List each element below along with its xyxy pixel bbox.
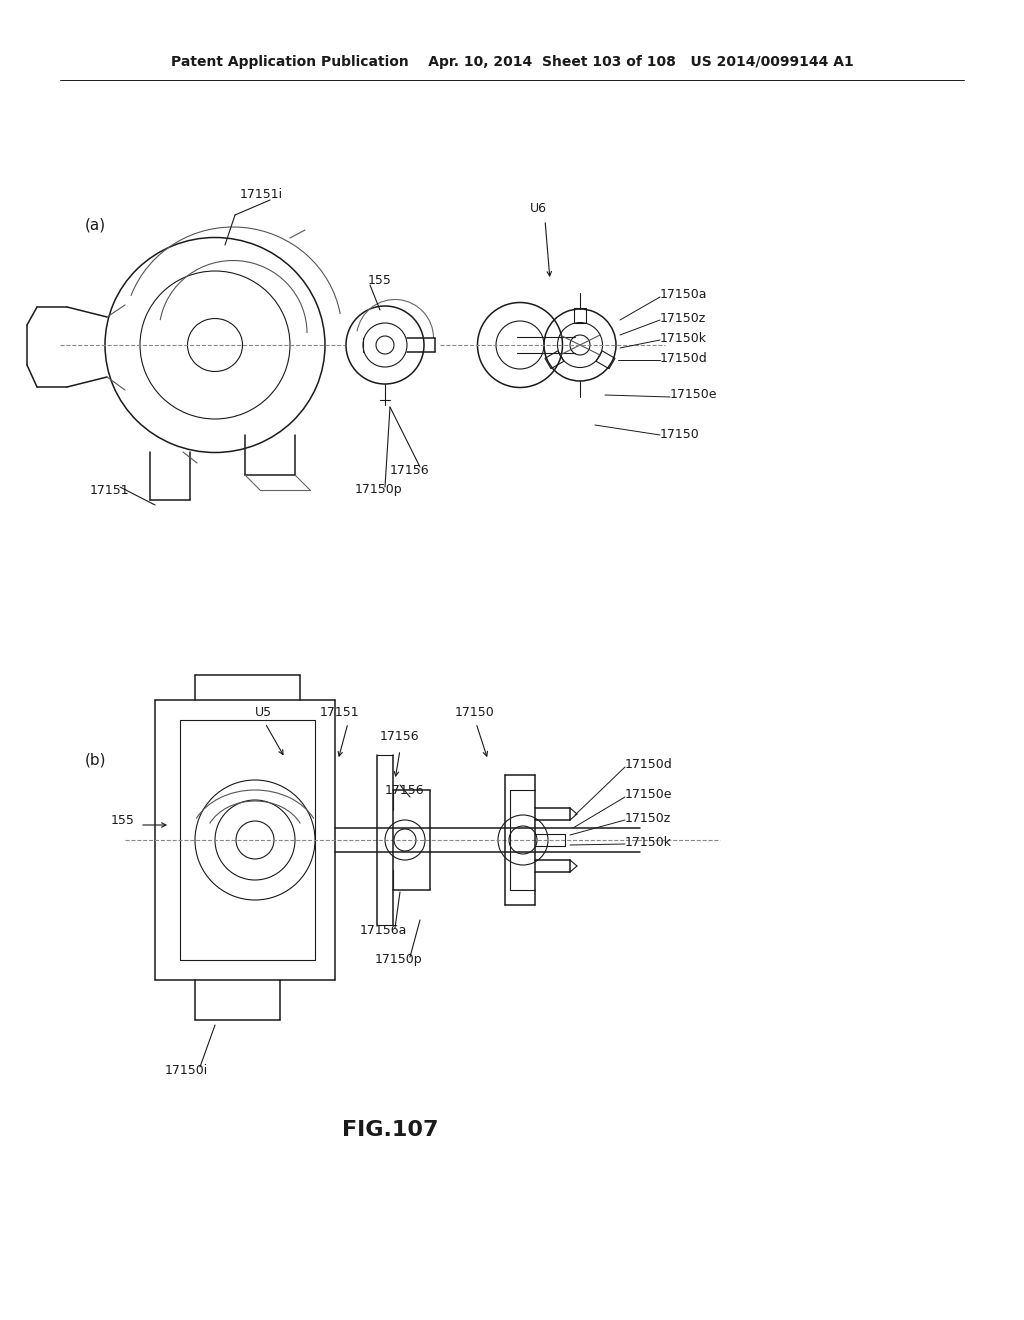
Text: 17151i: 17151i	[240, 189, 283, 202]
Text: 17150i: 17150i	[165, 1064, 208, 1077]
Text: 17151: 17151	[319, 706, 359, 719]
Text: 17156: 17156	[390, 463, 430, 477]
Text: 155: 155	[368, 273, 392, 286]
Text: U6: U6	[530, 202, 547, 214]
Text: 17156: 17156	[380, 730, 420, 743]
Text: 17150e: 17150e	[625, 788, 673, 801]
Text: 17151: 17151	[90, 483, 130, 496]
Text: Patent Application Publication    Apr. 10, 2014  Sheet 103 of 108   US 2014/0099: Patent Application Publication Apr. 10, …	[171, 55, 853, 69]
Text: U5: U5	[255, 706, 272, 719]
Text: 17150: 17150	[660, 429, 699, 441]
Text: 17150a: 17150a	[660, 289, 708, 301]
Text: 17150k: 17150k	[625, 836, 672, 849]
Text: 17150p: 17150p	[355, 483, 402, 496]
Text: 17150d: 17150d	[660, 351, 708, 364]
Text: FIG.107: FIG.107	[342, 1119, 438, 1140]
Text: 17150z: 17150z	[625, 812, 672, 825]
Text: (a): (a)	[85, 218, 106, 232]
Text: 17156a: 17156a	[360, 924, 408, 936]
Text: (b): (b)	[85, 752, 106, 767]
Text: 17150p: 17150p	[375, 953, 423, 966]
Text: 155: 155	[112, 813, 135, 826]
Text: 17150k: 17150k	[660, 331, 707, 345]
Text: 17150: 17150	[455, 706, 495, 719]
Text: 17156: 17156	[385, 784, 425, 796]
Text: 17150e: 17150e	[670, 388, 718, 401]
Text: 17150z: 17150z	[660, 312, 707, 325]
Text: 17150d: 17150d	[625, 759, 673, 771]
